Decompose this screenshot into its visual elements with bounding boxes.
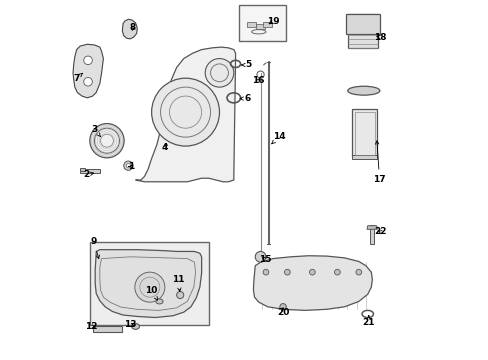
Circle shape: [263, 269, 268, 275]
FancyBboxPatch shape: [90, 242, 209, 325]
Polygon shape: [122, 19, 137, 39]
Circle shape: [309, 269, 315, 275]
Bar: [351, 155, 377, 158]
Text: 8: 8: [130, 23, 136, 32]
Text: 22: 22: [373, 227, 386, 236]
Text: 15: 15: [259, 255, 271, 264]
Circle shape: [94, 128, 119, 153]
Circle shape: [205, 59, 233, 87]
Bar: [247, 22, 255, 27]
Bar: [354, 112, 374, 155]
Circle shape: [284, 269, 290, 275]
Polygon shape: [135, 47, 235, 182]
Text: 17: 17: [372, 141, 385, 184]
Bar: [80, 168, 85, 171]
Polygon shape: [73, 44, 103, 98]
Text: 21: 21: [362, 315, 374, 327]
Bar: [346, 14, 380, 33]
Text: 4: 4: [162, 143, 168, 152]
Text: 6: 6: [240, 94, 250, 103]
Circle shape: [135, 272, 164, 302]
Circle shape: [151, 78, 219, 146]
Circle shape: [123, 161, 133, 170]
Polygon shape: [366, 226, 377, 229]
Bar: [351, 109, 377, 157]
Circle shape: [255, 251, 265, 262]
Circle shape: [90, 123, 124, 158]
Circle shape: [279, 303, 285, 310]
Text: 10: 10: [144, 285, 157, 300]
Text: 12: 12: [84, 322, 97, 331]
Polygon shape: [95, 249, 201, 318]
Circle shape: [176, 292, 183, 298]
Ellipse shape: [156, 299, 163, 304]
Text: 20: 20: [276, 308, 289, 317]
Text: 9: 9: [90, 237, 99, 258]
Text: 13: 13: [123, 320, 136, 329]
Bar: [347, 14, 378, 48]
Text: 1: 1: [128, 162, 134, 171]
Bar: [256, 24, 264, 29]
Ellipse shape: [347, 86, 379, 95]
Bar: [263, 22, 271, 27]
Text: 2: 2: [83, 170, 93, 179]
Text: 7: 7: [73, 73, 82, 83]
Text: 3: 3: [91, 125, 100, 137]
Text: 19: 19: [267, 17, 280, 26]
Bar: [369, 225, 373, 244]
Text: 16: 16: [251, 76, 264, 85]
Text: 18: 18: [373, 33, 386, 42]
Text: 5: 5: [241, 60, 251, 69]
FancyBboxPatch shape: [239, 5, 285, 41]
Polygon shape: [253, 256, 372, 310]
Circle shape: [126, 163, 130, 168]
Circle shape: [83, 56, 92, 64]
Circle shape: [334, 269, 340, 275]
Text: 14: 14: [271, 132, 285, 144]
Text: 11: 11: [172, 275, 184, 291]
Circle shape: [355, 269, 361, 275]
Circle shape: [83, 77, 92, 86]
Ellipse shape: [131, 324, 139, 329]
Bar: [93, 327, 122, 332]
Bar: [80, 168, 100, 173]
